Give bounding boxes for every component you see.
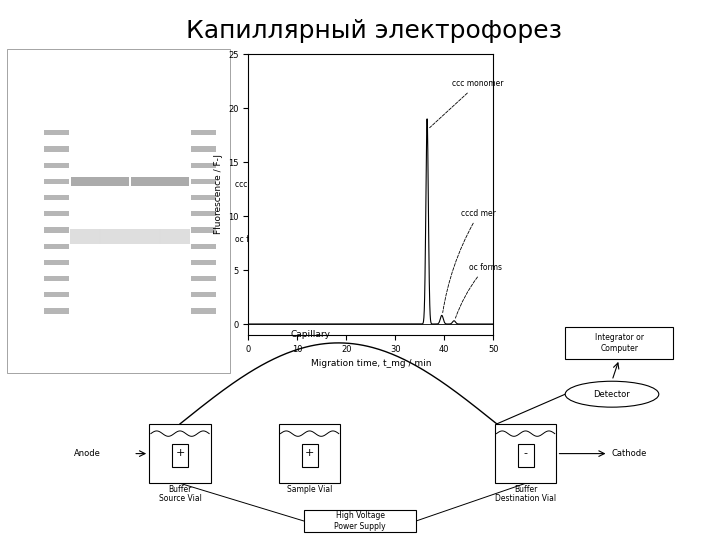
Text: oc forms: oc forms xyxy=(456,263,502,318)
Text: Buffer: Buffer xyxy=(514,485,537,495)
X-axis label: Migration time, t_mg / min: Migration time, t_mg / min xyxy=(310,359,431,368)
FancyBboxPatch shape xyxy=(192,146,216,152)
Text: ccc form: ccc form xyxy=(235,180,268,189)
Bar xyxy=(565,327,673,359)
FancyBboxPatch shape xyxy=(192,308,216,314)
Text: 1: 1 xyxy=(83,31,88,40)
FancyBboxPatch shape xyxy=(192,195,216,200)
Bar xyxy=(172,444,188,467)
Text: Source Vial: Source Vial xyxy=(158,494,202,503)
Text: High Voltage
Power Supply: High Voltage Power Supply xyxy=(334,511,386,531)
FancyBboxPatch shape xyxy=(192,244,216,249)
FancyBboxPatch shape xyxy=(99,230,130,244)
FancyBboxPatch shape xyxy=(192,179,216,184)
Bar xyxy=(518,444,534,467)
Text: Sample Vial: Sample Vial xyxy=(287,485,333,495)
FancyBboxPatch shape xyxy=(192,227,216,233)
Text: Detector: Detector xyxy=(593,390,631,399)
FancyBboxPatch shape xyxy=(71,177,100,186)
FancyBboxPatch shape xyxy=(192,260,216,265)
Text: Destination Vial: Destination Vial xyxy=(495,494,556,503)
Text: Capillary: Capillary xyxy=(290,329,330,339)
Ellipse shape xyxy=(565,381,659,407)
Text: Integrator or
Computer: Integrator or Computer xyxy=(595,333,644,353)
FancyBboxPatch shape xyxy=(44,146,68,152)
Text: -: - xyxy=(523,448,528,458)
FancyBboxPatch shape xyxy=(192,130,216,136)
FancyBboxPatch shape xyxy=(100,177,129,186)
FancyBboxPatch shape xyxy=(44,211,68,217)
FancyBboxPatch shape xyxy=(192,211,216,217)
FancyBboxPatch shape xyxy=(44,227,68,233)
Text: (a): (a) xyxy=(24,31,35,40)
FancyBboxPatch shape xyxy=(192,163,216,168)
FancyBboxPatch shape xyxy=(131,177,160,186)
Text: ccc monomer: ccc monomer xyxy=(430,79,503,128)
FancyBboxPatch shape xyxy=(44,276,68,281)
FancyBboxPatch shape xyxy=(44,292,68,298)
Text: Buffer: Buffer xyxy=(168,485,192,495)
Text: Cathode: Cathode xyxy=(612,449,647,458)
Text: Anode: Anode xyxy=(74,449,101,458)
Text: +: + xyxy=(175,448,185,458)
Text: 2: 2 xyxy=(112,31,117,40)
Y-axis label: Fluorescence / F-J: Fluorescence / F-J xyxy=(214,154,222,234)
Bar xyxy=(304,510,416,532)
Text: M: M xyxy=(53,31,60,40)
Text: 4: 4 xyxy=(172,31,177,40)
Text: Капиллярный электрофорез: Капиллярный электрофорез xyxy=(186,19,562,43)
FancyBboxPatch shape xyxy=(192,276,216,281)
Bar xyxy=(495,424,556,483)
FancyBboxPatch shape xyxy=(44,179,68,184)
Text: M: M xyxy=(200,31,207,40)
Bar xyxy=(150,424,211,483)
FancyBboxPatch shape xyxy=(192,292,216,298)
FancyBboxPatch shape xyxy=(130,230,161,244)
FancyBboxPatch shape xyxy=(44,308,68,314)
FancyBboxPatch shape xyxy=(44,163,68,168)
FancyBboxPatch shape xyxy=(44,195,68,200)
Bar xyxy=(302,444,318,467)
Text: +: + xyxy=(305,448,315,458)
Bar xyxy=(279,424,340,483)
FancyBboxPatch shape xyxy=(159,230,190,244)
Text: oc form: oc form xyxy=(235,235,264,244)
FancyBboxPatch shape xyxy=(70,230,101,244)
Text: cccd mer: cccd mer xyxy=(443,209,496,313)
FancyBboxPatch shape xyxy=(160,177,189,186)
FancyBboxPatch shape xyxy=(44,260,68,265)
Text: 3: 3 xyxy=(143,31,148,40)
FancyBboxPatch shape xyxy=(44,130,68,136)
FancyBboxPatch shape xyxy=(44,244,68,249)
